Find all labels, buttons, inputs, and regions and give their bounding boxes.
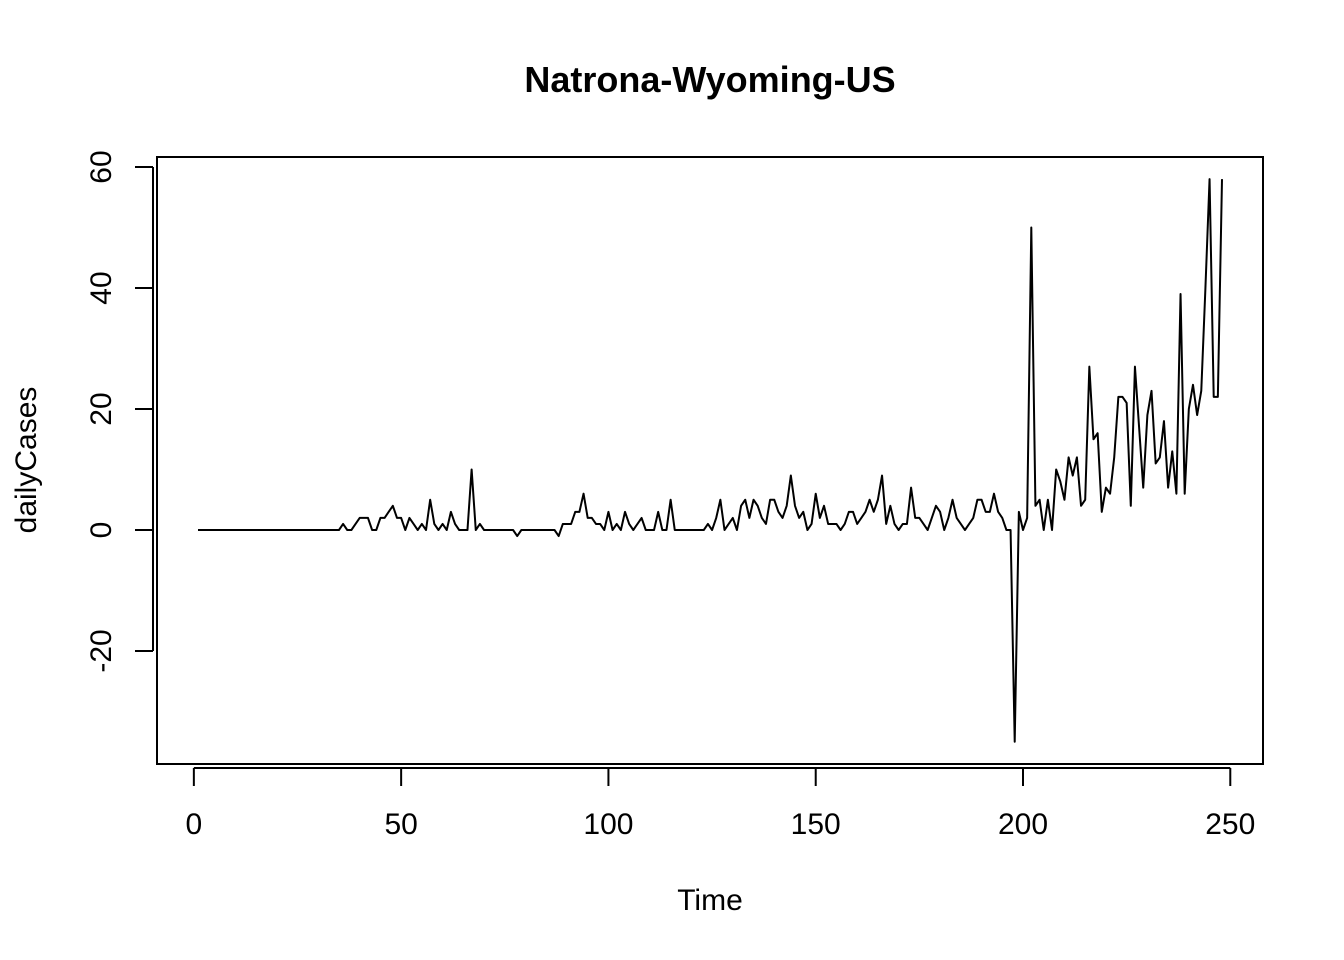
x-tick-label: 150 <box>791 808 841 841</box>
x-tick-label: 100 <box>583 808 633 841</box>
plot-frame <box>156 156 1264 765</box>
chart-title: Natrona-Wyoming-US <box>524 59 895 100</box>
y-axis: -20 0 20 40 60 <box>85 150 154 673</box>
x-tick-label: 0 <box>186 808 203 841</box>
y-tick-label: 40 <box>85 271 118 304</box>
x-tick-label: 200 <box>998 808 1048 841</box>
series-line-daily-cases <box>198 178 1223 743</box>
y-axis-label: dailyCases <box>10 387 43 534</box>
x-tick-label: 50 <box>384 808 417 841</box>
y-tick-label: 0 <box>85 522 118 539</box>
y-tick-label: 60 <box>85 150 118 183</box>
x-tick-label: 250 <box>1205 808 1255 841</box>
x-axis-label: Time <box>677 884 743 917</box>
y-tick-label: 20 <box>85 392 118 425</box>
y-tick-label: -20 <box>85 629 118 672</box>
x-axis: 0 50 100 150 200 250 <box>186 767 1255 841</box>
